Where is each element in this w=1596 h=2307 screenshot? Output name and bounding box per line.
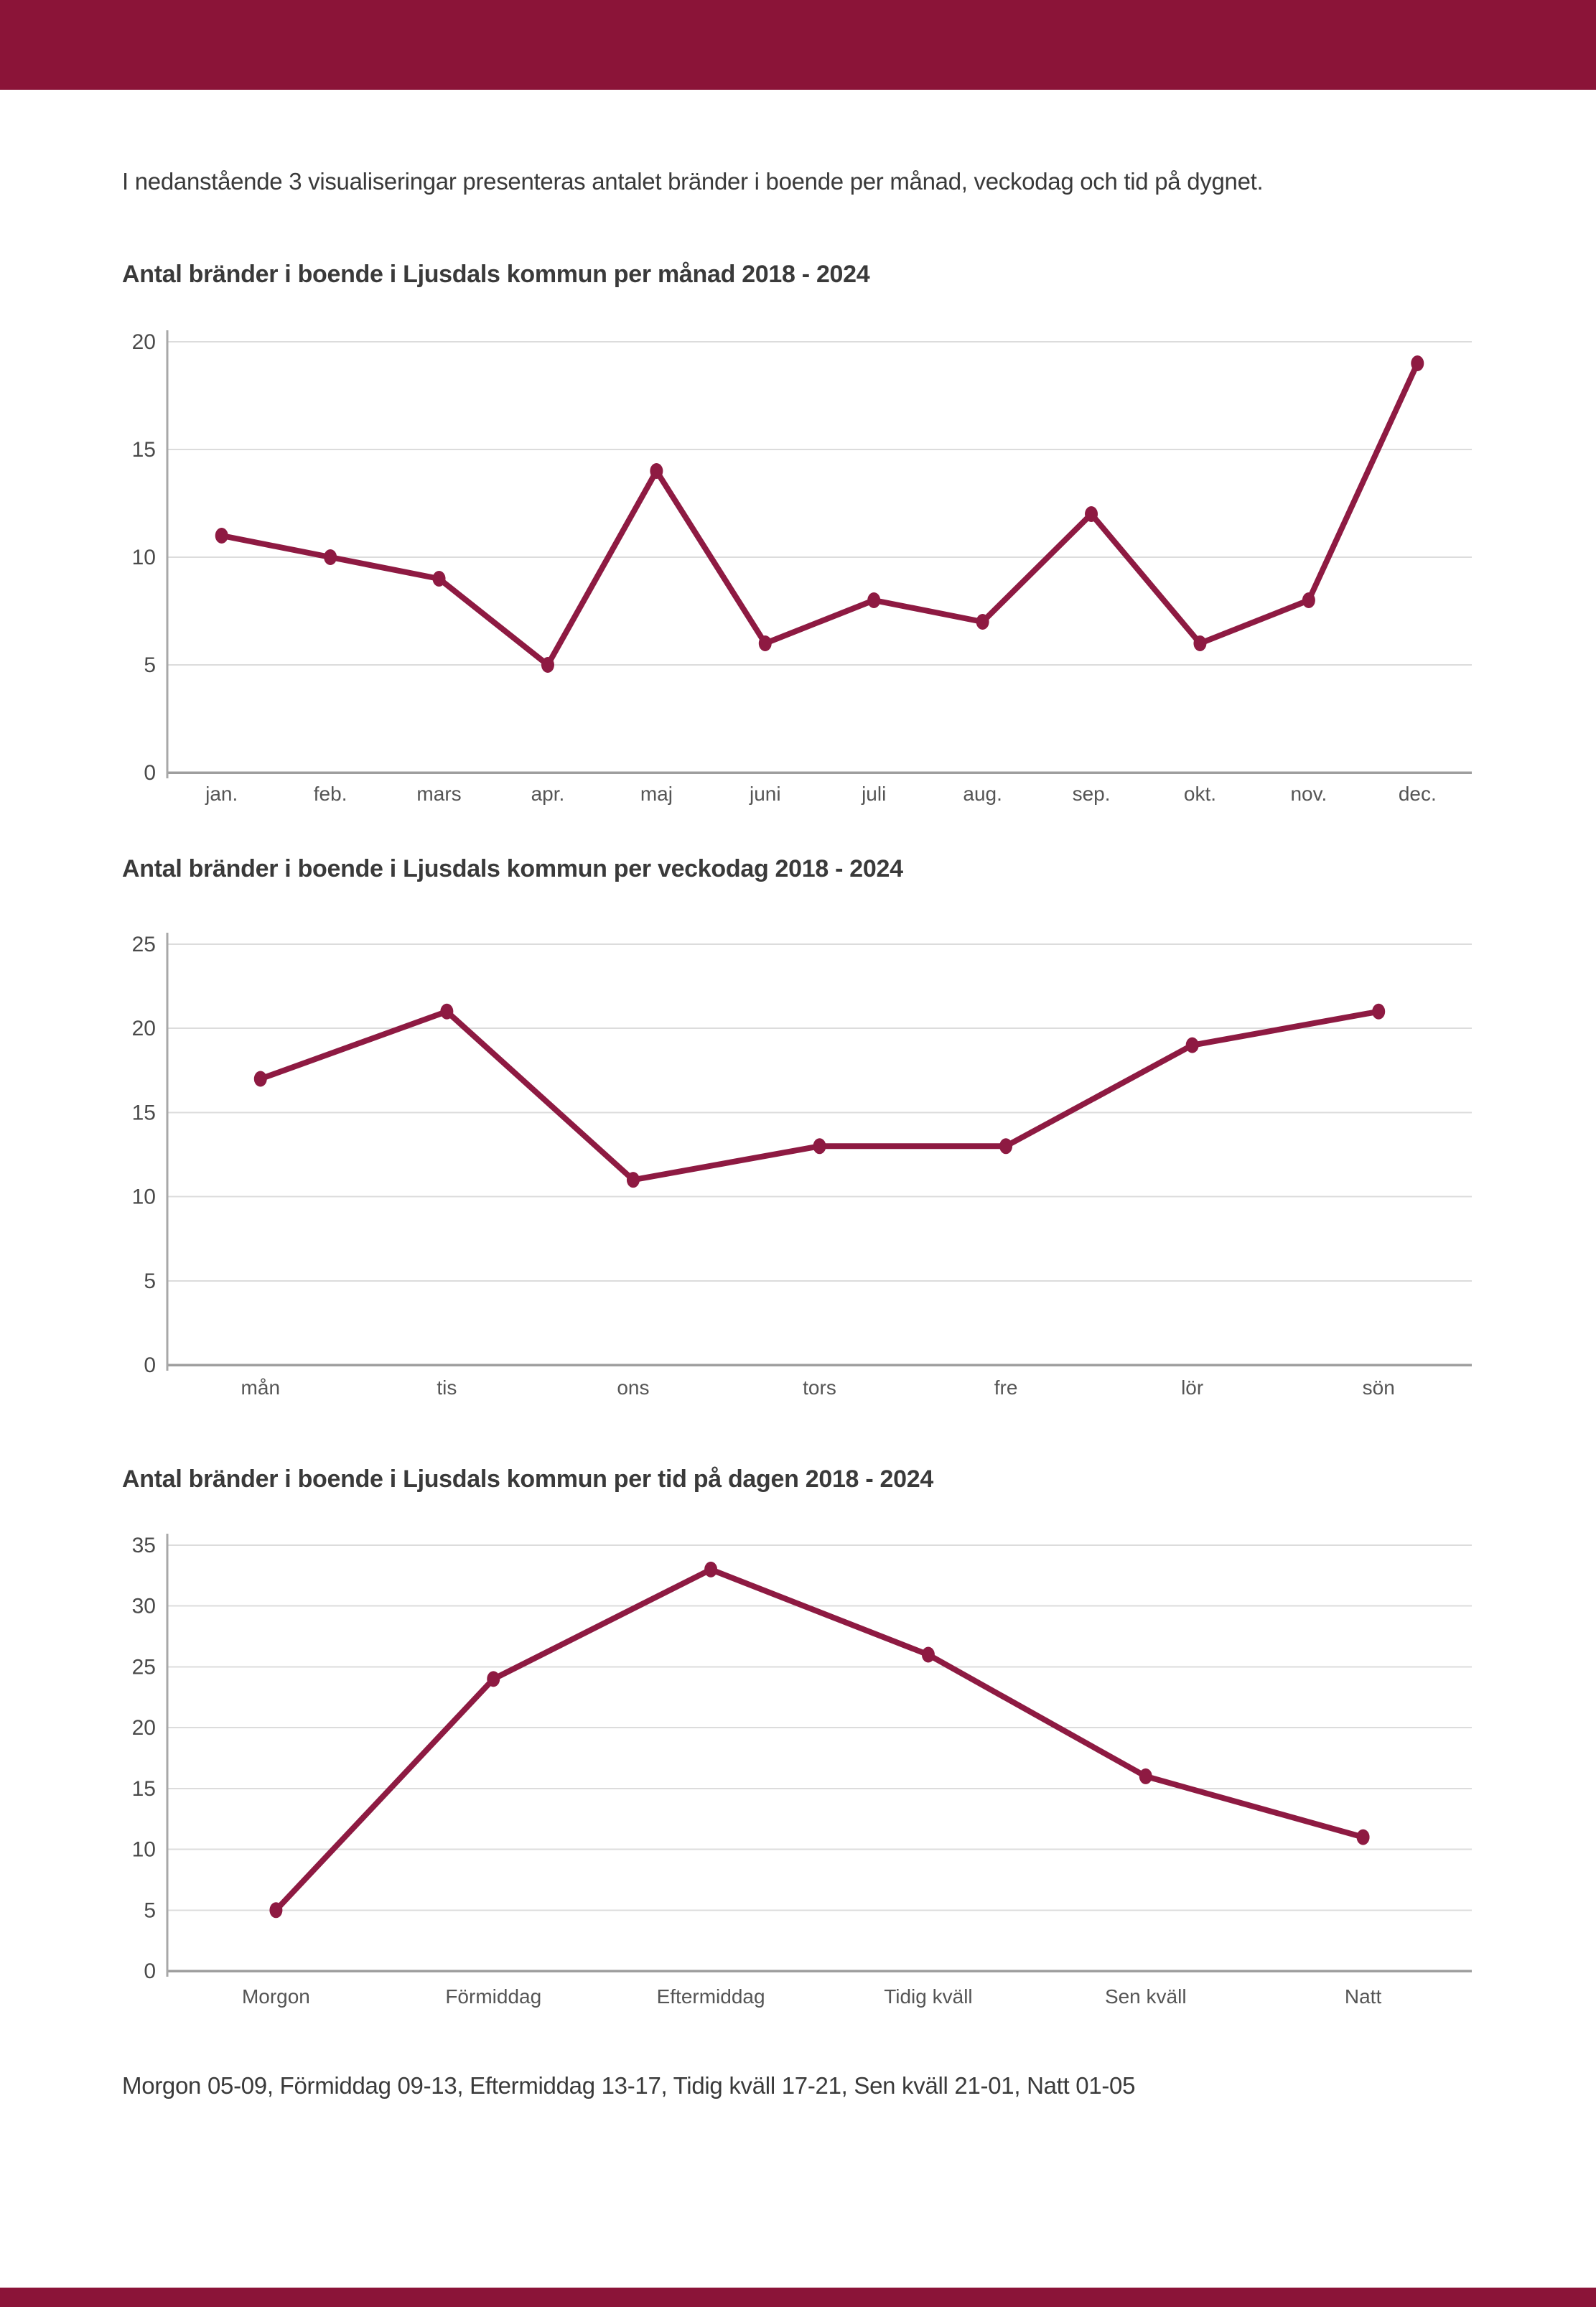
data-point-marker [440,1003,454,1020]
data-point-marker [269,1902,283,1919]
data-point-marker [626,1172,640,1188]
data-series-line [257,1008,1382,1183]
y-tick-label: 10 [132,1185,156,1209]
data-point-marker [541,657,554,673]
data-point-marker [324,549,337,565]
x-category-label: jan. [205,783,238,805]
x-category-label: sön [1363,1376,1395,1399]
data-point-marker [432,571,446,587]
data-point-marker [999,1138,1013,1155]
x-category-label: Tidig kväll [884,1985,972,2008]
data-point-marker [1302,592,1315,608]
x-category-label: sep. [1073,783,1111,805]
x-category-label: Sen kväll [1105,1985,1187,2008]
data-point-marker [758,635,772,651]
data-point-marker [976,614,989,630]
y-tick-label: 5 [144,1898,156,1922]
data-point-marker [1356,1829,1370,1845]
y-tick-label: 30 [132,1595,156,1618]
y-tick-label: 15 [132,438,156,462]
y-tick-label: 20 [132,1716,156,1740]
data-point-marker [487,1671,500,1687]
data-point-marker [215,528,228,544]
x-category-label: feb. [314,783,347,805]
data-point-marker [813,1138,826,1155]
x-category-label: Eftermiddag [657,1985,765,2008]
data-point-marker [1411,355,1424,371]
x-category-label: tors [803,1376,836,1399]
x-category-label: ons [617,1376,649,1399]
y-tick-label: 25 [132,933,156,956]
data-point-marker [1139,1768,1152,1784]
time-of-day-fires-line-chart: 0 5 10 15 20 25 30 35 Morgon Förmiddag Eftermiddag… [132,1534,1472,2008]
y-tick-label: 15 [132,1777,156,1801]
y-tick-label: 25 [132,1655,156,1679]
y-tick-label: 20 [132,330,156,354]
x-category-label: nov. [1290,783,1327,805]
x-category-label: aug. [963,783,1002,805]
x-category-label: tis [437,1376,457,1399]
data-point-marker [921,1646,935,1663]
footer-bar [0,2288,1596,2307]
time-of-day-chart-title: Antal bränder i boende i Ljusdals kommun… [122,1465,933,1493]
y-tick-label: 5 [144,653,156,677]
y-tick-label: 15 [132,1101,156,1124]
x-category-label: juli [861,783,886,805]
x-category-label: mån [241,1376,280,1399]
monthly-chart-title: Antal bränder i boende i Ljusdals kommun… [122,261,870,288]
y-tick-label: 10 [132,546,156,569]
intro-text: I nedanstående 3 visualiseringar present… [122,168,1264,195]
data-point-marker [1185,1037,1199,1053]
x-category-label: apr. [531,783,565,805]
y-tick-label: 10 [132,1838,156,1862]
data-point-marker [1085,506,1098,522]
header-bar [0,0,1596,90]
x-category-label: Morgon [242,1985,310,2008]
y-tick-label: 35 [132,1534,156,1557]
data-series-line [218,360,1421,668]
data-point-marker [253,1071,267,1087]
weekday-chart-title: Antal bränder i boende i Ljusdals kommun… [122,855,903,882]
x-category-label: juni [749,783,781,805]
x-category-label: mars [416,783,461,805]
time-bucket-footnote: Morgon 05-09, Förmiddag 09-13, Eftermidd… [122,2072,1136,2099]
x-category-label: lör [1181,1376,1203,1399]
y-tick-label: 0 [144,1959,156,1983]
x-category-label: dec. [1399,783,1437,805]
x-category-label: maj [640,783,673,805]
y-tick-label: 20 [132,1017,156,1040]
y-tick-label: 5 [144,1269,156,1293]
data-point-marker [650,463,663,479]
data-point-marker [704,1561,718,1577]
x-category-label: okt. [1184,783,1216,805]
monthly-fires-line-chart: 0 5 10 15 20 jan. feb. mars apr. maj juni juli aug. s… [132,330,1472,805]
data-point-marker [1193,635,1207,651]
x-category-label: fre [994,1376,1018,1399]
y-tick-label: 0 [144,1353,156,1377]
x-category-label: Förmiddag [445,1985,541,2008]
data-point-marker [1372,1003,1386,1020]
y-tick-label: 0 [144,761,156,785]
x-category-label: Natt [1345,1985,1382,2008]
data-series-line [273,1566,1366,1914]
weekday-fires-line-chart: 0 5 10 15 20 25 mån tis ons tors fre lör sön [132,933,1472,1399]
data-point-marker [867,592,881,608]
